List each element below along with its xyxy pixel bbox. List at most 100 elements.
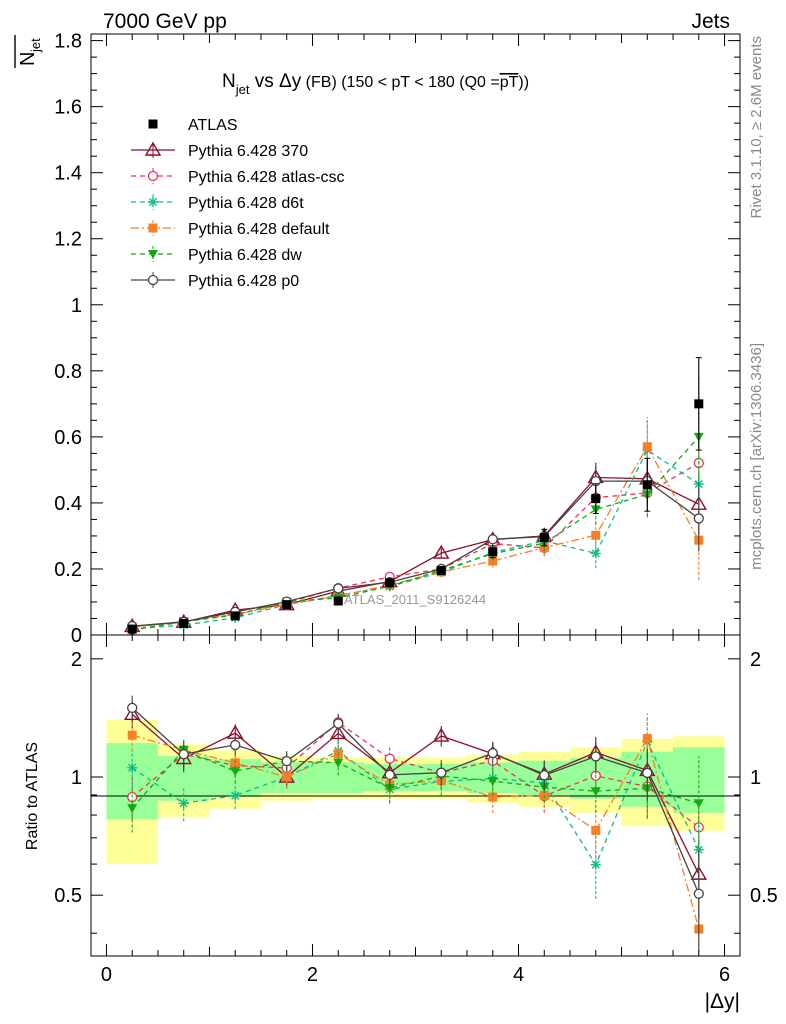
series-line-370: [132, 476, 700, 628]
series-point-p0: [333, 583, 344, 594]
ratio-axis-ticks: 0.5 0.5 1 1 2 2: [54, 649, 778, 934]
series-point-p0: [693, 513, 704, 524]
legend-label-atlas: ATLAS: [188, 117, 238, 134]
y-axis-label-n: N: [17, 52, 39, 66]
x-tick-label: 0: [101, 964, 112, 986]
ratio-point-dw: [333, 758, 344, 768]
title-vs: vs: [249, 71, 279, 92]
ratio-point-dw: [384, 784, 395, 794]
ratio-point-p0: [178, 749, 189, 760]
y-tick-label: 1.6: [54, 97, 82, 119]
y-tick-label: 1.2: [54, 229, 82, 251]
ratio-point-dw: [590, 787, 601, 797]
ratio-point-p0: [487, 747, 498, 759]
ratio-point-dw: [693, 799, 704, 809]
y-tick-label: 1.8: [54, 31, 82, 53]
ratio-series-group: [123, 695, 708, 956]
legend-marker-default: [148, 223, 158, 233]
series-line-atlas-csc: [132, 462, 700, 631]
title-pt: pT: [500, 74, 519, 91]
series-point-default: [488, 556, 498, 566]
ratio-point-d6t: [230, 790, 241, 801]
title-dy: Δy: [279, 71, 302, 92]
legend: ATLAS Pythia 6.428 370 Pythia 6.428 atlas-…: [131, 117, 345, 290]
ratio-point-dw: [230, 767, 241, 777]
series-line-d6t: [132, 449, 700, 630]
atlas-point: [591, 494, 601, 504]
title-n: N: [222, 71, 236, 92]
y-tick-label: 1.4: [54, 163, 82, 185]
atlas-point: [539, 533, 549, 543]
ratio-tick-label-right: 1: [750, 767, 761, 789]
chart-title: Njet vs Δy (FB) (150 < pT < 180 (Q0 =pT)…: [222, 71, 529, 97]
y-tick-label: 0.4: [54, 493, 82, 515]
ratio-uncertainty-bands: [106, 719, 725, 865]
title-range: (150 < pT < 180 (Q0 =: [337, 74, 500, 91]
atlas-point: [179, 618, 189, 628]
mcplots-label: mcplots.cern.ch [arXiv:1306.3436]: [748, 343, 765, 570]
atlas-point: [642, 480, 652, 490]
ratio-point-d6t: [178, 798, 189, 809]
y-axis-label-sub: jet: [28, 38, 43, 53]
ratio-point-p0: [693, 888, 704, 899]
title-jet: jet: [235, 82, 250, 97]
legend-marker-p0: [147, 274, 159, 286]
ratio-point-default: [282, 772, 292, 782]
ratio-point-p0: [384, 769, 395, 781]
atlas-point: [230, 611, 240, 621]
ratio-point-default: [488, 792, 498, 802]
ratio-point-d6t: [127, 762, 138, 773]
ratio-line-p0: [131, 707, 700, 894]
ratio-tick-label: 0.5: [54, 885, 82, 907]
ratio-point-p0: [436, 767, 447, 778]
x-tick-label: 4: [513, 964, 524, 986]
y-tick-label: 0.6: [54, 427, 82, 449]
ratio-point-d6t: [590, 859, 601, 870]
ratio-tick-label: 2: [71, 649, 82, 671]
legend-marker-370: [144, 141, 162, 156]
y-tick-label: 1: [71, 295, 82, 317]
ratio-point-370: [330, 725, 347, 740]
header-energy: 7000 GeV pp: [103, 10, 227, 33]
atlas-point: [333, 596, 343, 606]
y-tick-label: 0.2: [54, 559, 82, 581]
atlas-point: [488, 547, 498, 557]
main-panel: ATLAS_2011_S9126244 0 0.2 0.4 0.6 0.8 1 1.2 1.4…: [54, 31, 741, 647]
ratio-point-atlas-csc: [384, 753, 395, 764]
ratio-point-p0: [127, 702, 138, 714]
atlas-point: [694, 399, 704, 409]
ratio-point-dw: [127, 804, 138, 814]
ratio-point-p0: [333, 718, 344, 729]
title-fb: (FB): [301, 74, 337, 91]
rivet-version-label: Rivet 3.1.10, ≥ 2.6M events: [748, 36, 765, 219]
legend-label-p0: Pythia 6.428 p0: [188, 273, 299, 290]
y-axis-label: N jet: [14, 35, 43, 68]
ratio-point-p0: [590, 751, 601, 762]
ratio-line-default: [132, 734, 700, 930]
legend-label-atlas-csc: Pythia 6.428 atlas-csc: [188, 169, 345, 186]
ratio-panel: 0.5 0.5 1 1 2 2 Ratio to ATLAS: [24, 634, 778, 957]
ratio-point-default: [591, 825, 601, 835]
legend-label-d6t: Pythia 6.428 d6t: [188, 195, 304, 212]
ratio-tick-label: 1: [71, 767, 82, 789]
series-point-default: [591, 530, 601, 540]
header-process: Jets: [691, 10, 730, 33]
title-close: )): [518, 74, 529, 91]
legend-marker-atlas-csc: [147, 170, 159, 182]
ratio-point-default: [127, 730, 137, 740]
x-tick-label: 6: [719, 964, 730, 986]
ratio-point-dw: [487, 777, 498, 787]
y-tick-label: 0: [71, 625, 82, 647]
ratio-line-d6t: [131, 740, 700, 867]
series-point-p0: [487, 534, 498, 545]
ratio-point-p0: [539, 770, 550, 781]
legend-label-dw: Pythia 6.428 dw: [188, 247, 302, 264]
series-line-p0: [132, 480, 700, 627]
x-axis-label: |Δy|: [705, 990, 740, 1013]
ratio-point-p0: [642, 767, 653, 779]
ratio-tick-label-right: 0.5: [750, 885, 778, 907]
ratio-line-370: [131, 713, 700, 875]
ratio-point-p0: [230, 739, 241, 751]
ratio-point-p0: [281, 755, 292, 767]
